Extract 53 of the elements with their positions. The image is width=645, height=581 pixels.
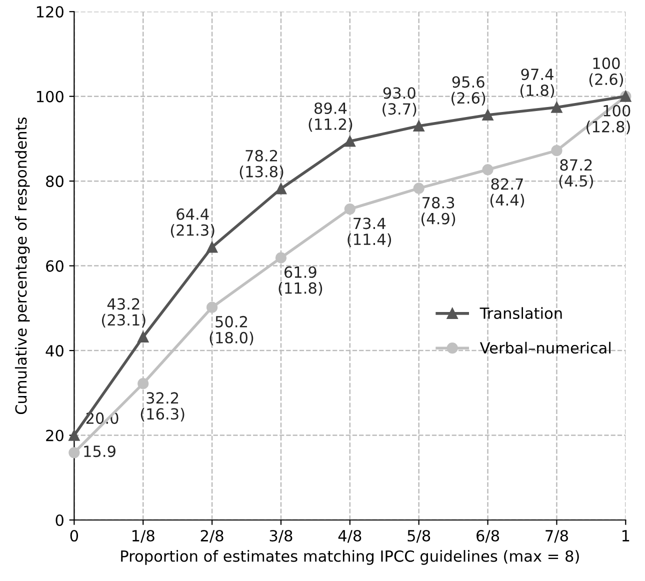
point	[344, 203, 356, 215]
x-tick-label: 7/8	[546, 530, 568, 543]
x-tick-label: 4/8	[338, 530, 362, 543]
point	[138, 331, 149, 343]
x-tick-label: 0	[70, 530, 78, 542]
x-tick-label: 1	[622, 530, 630, 542]
point	[275, 183, 287, 194]
point	[482, 109, 494, 121]
y-tick-label: 120	[36, 6, 64, 18]
x-tick-label: 2/8	[200, 530, 224, 543]
data-label: 50.2 (18.0)	[210, 316, 254, 346]
data-label: 61.9 (11.8)	[278, 266, 322, 296]
data-label: 100 (2.6)	[589, 58, 623, 87]
point	[275, 252, 287, 264]
data-label: 32.2 (16.3)	[140, 392, 184, 422]
point	[68, 430, 80, 441]
y-tick-label: 40	[46, 345, 64, 357]
point	[138, 378, 149, 390]
legend-label: Verbal–numerical	[480, 342, 610, 354]
data-label: 43.2 (23.1)	[102, 298, 146, 328]
data-label: 73.4 (11.4)	[348, 218, 392, 247]
point	[68, 447, 80, 458]
data-label: 95.6 (2.6)	[452, 76, 486, 106]
point	[413, 120, 424, 132]
y-tick-label: 20	[46, 430, 64, 442]
data-label: 15.9	[84, 446, 116, 458]
y-tick-label: 60	[46, 260, 64, 272]
data-label: 78.2 (13.8)	[240, 150, 284, 180]
x-tick-label: 5/8	[408, 530, 430, 543]
legend-label: Translation	[480, 307, 562, 320]
data-label: 97.4 (1.8)	[520, 68, 554, 98]
x-tick-label: 1/8	[132, 530, 154, 543]
x-axis-title: Proportion of estimates matching IPCC guidelines (max = 8)	[121, 550, 579, 565]
point	[206, 242, 218, 253]
data-label: 78.3 (4.9)	[421, 196, 456, 226]
point	[413, 182, 424, 194]
y-tick-label: 80	[46, 176, 64, 188]
data-label: 64.4 (21.3)	[170, 208, 214, 238]
x-tick-label: 3/8	[270, 530, 292, 543]
point	[482, 164, 494, 176]
y-tick-label: 0	[56, 514, 64, 526]
point	[551, 102, 562, 113]
point	[551, 145, 562, 156]
point	[344, 136, 356, 147]
x-tick-label: 6/8	[476, 530, 500, 543]
y-axis-title: Cumulative percentage of respondents	[14, 117, 30, 414]
point	[206, 302, 218, 313]
y-tick-label: 100	[36, 90, 64, 102]
data-label: 82.7 (4.4)	[490, 178, 524, 208]
data-label: 100 (12.8)	[586, 104, 630, 134]
data-label: 93.0 (3.7)	[382, 87, 416, 117]
data-label: 89.4 (11.2)	[308, 102, 352, 132]
data-label: 87.2 (4.5)	[559, 159, 593, 188]
